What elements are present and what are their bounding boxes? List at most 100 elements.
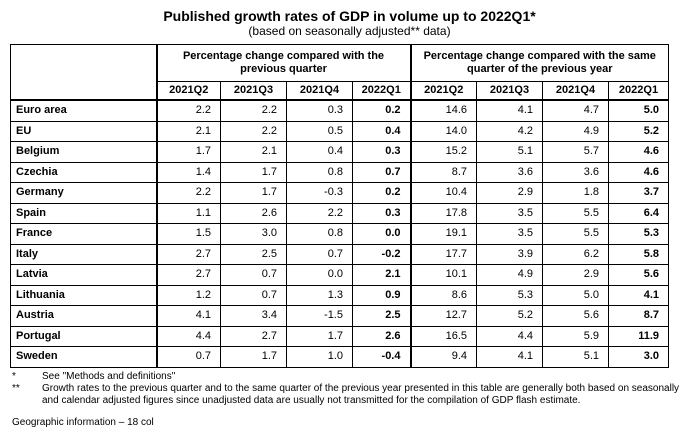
value-cell: 1.7 [220, 346, 287, 368]
value-cell: 2.9 [542, 264, 609, 286]
value-cell: 5.1 [542, 346, 609, 368]
value-cell: 0.7 [220, 264, 287, 286]
value-cell: 0.7 [286, 243, 353, 265]
value-cell: 5.3 [476, 284, 543, 306]
value-cell: 0.8 [286, 161, 353, 183]
value-cell: 0.9 [352, 284, 411, 306]
country-name: Sweden [10, 346, 157, 368]
value-cell: 15.2 [409, 141, 477, 163]
value-cell: 2.7 [220, 325, 287, 347]
group-header-previous-year: Percentage change compared with the same… [409, 44, 669, 82]
value-cell: 4.9 [476, 264, 543, 286]
footnotes: * See "Methods and definitions" ** Growt… [12, 371, 692, 407]
value-cell: 4.9 [542, 120, 609, 142]
value-cell: 3.0 [608, 346, 669, 368]
value-cell: 5.8 [608, 243, 669, 265]
value-cell: 4.2 [476, 120, 543, 142]
value-cell: -0.4 [352, 346, 411, 368]
column-header-row: 2021Q2 2021Q3 2021Q4 2022Q1 2021Q2 2021Q3 2021… [10, 81, 669, 101]
value-cell: 9.4 [409, 346, 477, 368]
corner-cell [10, 44, 157, 82]
value-cell: 3.9 [476, 243, 543, 265]
country-name: Czechia [10, 161, 157, 183]
footnote-mark: * [12, 371, 16, 382]
footnote-mark: ** [12, 383, 20, 394]
value-cell: 4.4 [155, 325, 221, 347]
value-cell: 11.9 [608, 325, 669, 347]
value-cell: 3.5 [476, 202, 543, 224]
value-cell: 10.4 [409, 182, 477, 204]
group-header-previous-quarter: Percentage change compared with the prev… [155, 44, 411, 82]
value-cell: 5.2 [476, 305, 543, 327]
value-cell: 1.2 [155, 284, 221, 306]
value-cell: 5.6 [608, 264, 669, 286]
country-name: Austria [10, 305, 157, 327]
table-row: Czechia 1.4 1.7 0.8 0.7 8.7 3.6 3.6 4.6 [10, 161, 669, 183]
value-cell: 16.5 [409, 325, 477, 347]
value-cell: 4.1 [476, 99, 543, 122]
column-header: 2021Q3 [220, 81, 287, 101]
value-cell: 2.2 [286, 202, 353, 224]
table-row: Euro area 2.2 2.2 0.3 0.2 14.6 4.1 4.7 5.0 [10, 99, 669, 122]
value-cell: 3.4 [220, 305, 287, 327]
value-cell: 3.7 [608, 182, 669, 204]
value-cell: 4.1 [608, 284, 669, 306]
value-cell: 5.5 [542, 202, 609, 224]
gdp-growth-table: Percentage change compared with the prev… [10, 44, 669, 368]
value-cell: 2.1 [352, 264, 411, 286]
value-cell: 3.6 [476, 161, 543, 183]
value-cell: 14.6 [409, 99, 477, 122]
table-body: Euro area 2.2 2.2 0.3 0.2 14.6 4.1 4.7 5.0 EU 2.1 2… [10, 99, 669, 368]
value-cell: 1.3 [286, 284, 353, 306]
value-cell: 1.4 [155, 161, 221, 183]
country-name: Portugal [10, 325, 157, 347]
value-cell: 5.0 [608, 99, 669, 122]
value-cell: 2.2 [220, 120, 287, 142]
value-cell: 4.6 [608, 141, 669, 163]
value-cell: 2.2 [220, 99, 287, 122]
column-header: 2022Q1 [352, 81, 411, 101]
column-header: 2021Q4 [542, 81, 609, 101]
footnote-text: Growth rates to the previous quarter and… [42, 383, 680, 406]
value-cell: 12.7 [409, 305, 477, 327]
page-title: Published growth rates of GDP in volume … [163, 8, 536, 24]
table-row: Latvia 2.7 0.7 0.0 2.1 10.1 4.9 2.9 5.6 [10, 264, 669, 286]
value-cell: 5.2 [608, 120, 669, 142]
value-cell: 5.1 [476, 141, 543, 163]
value-cell: 4.1 [476, 346, 543, 368]
column-header: 2022Q1 [608, 81, 669, 101]
value-cell: 1.7 [220, 161, 287, 183]
value-cell: 17.8 [409, 202, 477, 224]
value-cell: 5.7 [542, 141, 609, 163]
value-cell: 5.3 [608, 223, 669, 245]
column-header: 2021Q4 [286, 81, 353, 101]
value-cell: 6.2 [542, 243, 609, 265]
value-cell: 4.6 [608, 161, 669, 183]
value-cell: 8.6 [409, 284, 477, 306]
footnote-text: See "Methods and definitions" [42, 371, 176, 382]
value-cell: 5.5 [542, 223, 609, 245]
table-row: Portugal 4.4 2.7 1.7 2.6 16.5 4.4 5.9 11.9 [10, 325, 669, 347]
country-name: EU [10, 120, 157, 142]
country-name: Germany [10, 182, 157, 204]
value-cell: 0.5 [286, 120, 353, 142]
country-name: Spain [10, 202, 157, 224]
table-row: France 1.5 3.0 0.8 0.0 19.1 3.5 5.5 5.3 [10, 223, 669, 245]
value-cell: 0.0 [286, 264, 353, 286]
cutoff-text: Geo­graphic inf­ormat­ion – 18 col [12, 417, 154, 428]
value-cell: 1.7 [220, 182, 287, 204]
value-cell: 2.1 [155, 120, 221, 142]
column-header: 2021Q2 [155, 81, 221, 101]
table-row: EU 2.1 2.2 0.5 0.4 14.0 4.2 4.9 5.2 [10, 120, 669, 142]
value-cell: 14.0 [409, 120, 477, 142]
value-cell: 1.8 [542, 182, 609, 204]
value-cell: 0.7 [155, 346, 221, 368]
value-cell: 2.6 [352, 325, 411, 347]
table-row: Sweden 0.7 1.7 1.0 -0.4 9.4 4.1 5.1 3.0 [10, 346, 669, 368]
value-cell: -0.3 [286, 182, 353, 204]
value-cell: -0.2 [352, 243, 411, 265]
value-cell: 1.7 [155, 141, 221, 163]
table-row: Lithuania 1.2 0.7 1.3 0.9 8.6 5.3 5.0 4.1 [10, 284, 669, 306]
value-cell: 17.7 [409, 243, 477, 265]
value-cell: 0.3 [352, 141, 411, 163]
